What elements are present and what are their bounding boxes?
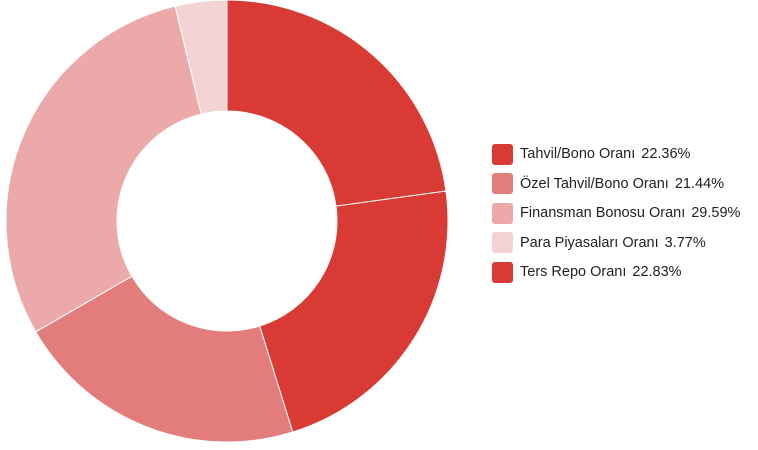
legend-item-2[interactable]: Finansman Bonosu Oranı 29.59% [492,202,740,224]
legend-value-3: 3.77% [664,234,706,251]
legend-value-0: 22.36% [641,146,691,162]
donut-slice-4[interactable] [226,0,447,207]
legend-item-1[interactable]: Özel Tahvil/Bono Oranı 21.44% [492,173,740,195]
chart-legend: Tahvil/Bono Oranı 22.36% Özel Tahvil/Bon… [492,143,740,291]
donut-chart [5,0,449,443]
legend-item-3[interactable]: Para Piyasaları Oranı 3.77% [492,232,740,254]
legend-swatch-1 [492,173,513,194]
donut-slice-2[interactable] [5,5,202,333]
legend-item-4[interactable]: Ters Repo Oranı 22.83% [492,261,740,283]
legend-label-3: Para Piyasaları Oranı [520,234,659,251]
legend-value-4: 22.83% [632,264,682,280]
legend-swatch-2 [492,202,513,224]
legend-value-1: 21.44% [674,175,725,192]
legend-label-1: Özel Tahvil/Bono Oranı [520,175,669,192]
legend-label-2: Finansman Bonosu Oranı [520,205,686,221]
donut-slice-0[interactable] [259,190,449,433]
legend-label-0: Tahvil/Bono Oranı [520,146,636,162]
legend-swatch-3 [492,232,513,253]
legend-value-2: 29.59% [691,205,741,221]
legend-item-0[interactable]: Tahvil/Bono Oranı 22.36% [492,143,740,165]
legend-swatch-4 [492,261,513,283]
legend-label-4: Ters Repo Oranı [520,264,627,280]
legend-swatch-0 [492,143,513,165]
donut-slice-1[interactable] [35,275,294,443]
